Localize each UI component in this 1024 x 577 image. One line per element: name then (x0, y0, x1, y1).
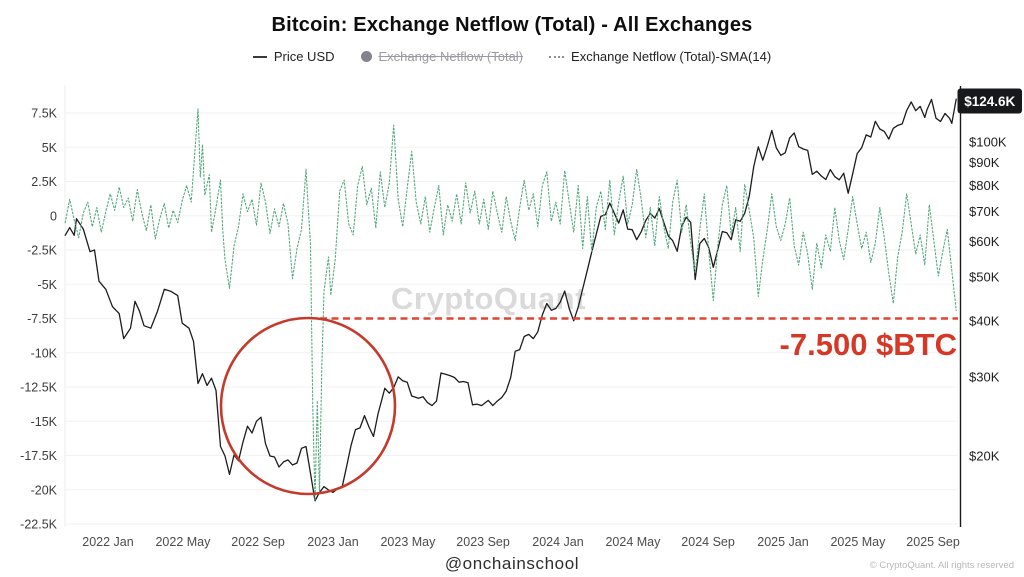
left-axis-tick-label: 7.5K (31, 107, 57, 121)
right-axis-tick-label: $70K (969, 204, 1000, 219)
annotation-text: -7.500 $BTC (780, 327, 957, 362)
series-lines (64, 98, 957, 502)
legend-item-price-usd[interactable]: Price USD (252, 49, 335, 64)
left-axis-tick-label: 0 (50, 209, 57, 223)
left-axis-ticks: 7.5K 5K 2.5K 0 -2.5K -5K -7.5K -10K -12.5K -15K -1… (20, 107, 58, 532)
x-axis-tick-label: 2022 Sep (231, 535, 285, 549)
left-axis-tick-label: 5K (42, 141, 58, 155)
legend-label-exchange-netflow: Exchange Netflow (Total) (378, 49, 524, 64)
series-line-netflow-sma (64, 108, 957, 502)
x-axis-tick-label: 2025 Jan (757, 535, 808, 549)
x-axis-tick-label: 2024 Jan (532, 535, 583, 549)
left-axis-tick-label: -15K (31, 415, 58, 429)
left-axis-tick-label: -2.5K (27, 244, 58, 258)
right-axis-tick-label: $80K (969, 178, 1000, 193)
right-axis-ticks: $100K $90K $80K $70K $60K $50K $40K $30K $20K (969, 135, 1007, 464)
right-axis-tick-label: $90K (969, 155, 1000, 170)
right-axis-tick-label: $20K (969, 449, 1000, 464)
left-axis-tick-label: -5K (38, 278, 58, 292)
left-axis-tick-label: -12.5K (20, 381, 57, 395)
x-axis-ticks: 2022 Jan 2022 May 2022 Sep 2023 Jan 2023 May… (82, 535, 960, 549)
x-axis-tick-label: 2024 Sep (681, 535, 735, 549)
legend: Price USD Exchange Netflow (Total) Excha… (0, 49, 1024, 64)
right-axis-tick-label: $100K (969, 135, 1007, 150)
x-axis-tick-label: 2022 Jan (82, 535, 133, 549)
left-axis-tick-label: 2.5K (31, 175, 57, 189)
price-badge-background (957, 88, 1022, 114)
footer-copyright: © CryptoQuant. All rights reserved (869, 560, 1014, 571)
price-badge: $124.6K (957, 88, 1022, 114)
dot-marker-icon (360, 51, 372, 62)
x-axis-tick-label: 2024 May (605, 535, 661, 549)
price-badge-text: $124.6K (964, 94, 1015, 109)
right-axis-tick-label: $50K (969, 270, 1000, 285)
dotted-line-marker-icon (549, 55, 565, 58)
legend-label-netflow-sma: Exchange Netflow (Total)-SMA(14) (571, 49, 772, 64)
x-axis-tick-label: 2023 Jan (307, 535, 358, 549)
annotation-circle (219, 316, 397, 496)
legend-item-netflow-sma[interactable]: Exchange Netflow (Total)-SMA(14) (549, 49, 771, 64)
right-axis-tick-label: $30K (969, 369, 1000, 384)
left-axis-tick-label: -10K (31, 346, 58, 360)
x-axis-tick-label: 2023 Sep (456, 535, 510, 549)
right-axis-tick-label: $40K (969, 313, 1000, 328)
legend-label-price-usd: Price USD (273, 49, 335, 64)
x-axis-tick-label: 2022 May (155, 535, 211, 549)
series-line-price (64, 98, 957, 502)
left-axis-tick-label: -22.5K (20, 518, 57, 532)
left-axis-tick-label: -20K (31, 483, 58, 497)
left-axis-tick-label: -17.5K (20, 449, 57, 463)
x-axis-tick-label: 2023 May (380, 535, 436, 549)
x-axis-tick-label: 2025 Sep (906, 535, 960, 549)
x-axis-tick-label: 2025 May (830, 535, 886, 549)
footer-handle: @onchainschool (444, 554, 580, 573)
line-marker-icon (252, 55, 267, 58)
chart-title: Bitcoin: Exchange Netflow (Total) - All … (271, 14, 753, 36)
legend-item-exchange-netflow[interactable]: Exchange Netflow (Total) (360, 49, 524, 64)
left-axis-tick-label: -7.5K (27, 312, 58, 326)
right-axis-tick-label: $60K (969, 234, 1000, 249)
